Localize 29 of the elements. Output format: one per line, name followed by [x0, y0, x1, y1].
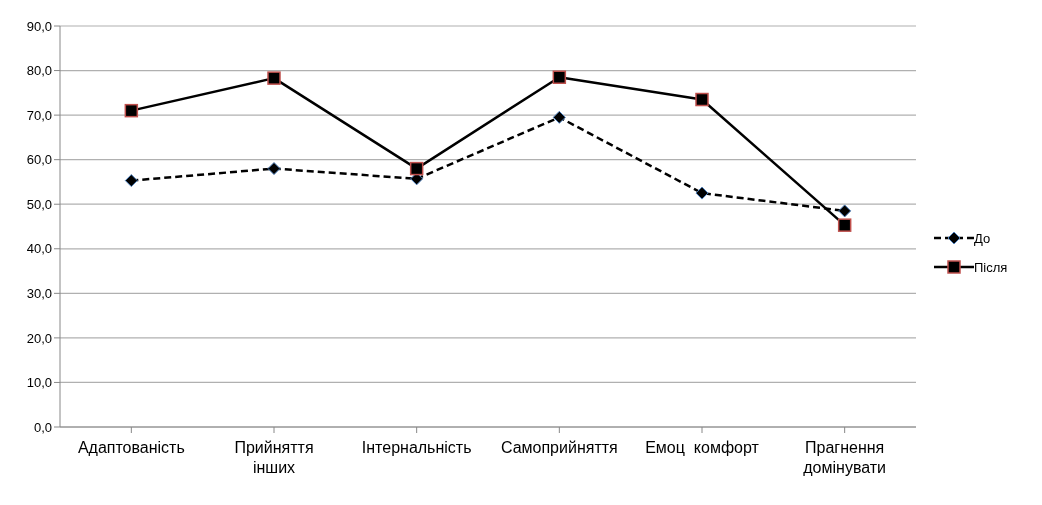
y-tick-label: 90,0: [26, 18, 52, 34]
y-tick-label: 0,0: [33, 419, 52, 435]
y-tick-label: 50,0: [26, 196, 52, 212]
y-tick-label: 30,0: [26, 285, 52, 301]
y-tick-label: 70,0: [26, 107, 52, 123]
point: [838, 204, 852, 218]
point: [409, 161, 424, 176]
point: [552, 70, 567, 84]
point: [124, 174, 138, 188]
legend-label: До: [974, 230, 991, 246]
point: [552, 110, 566, 124]
x-tick-label: Прийняття інших: [234, 439, 314, 476]
y-tick-label: 40,0: [26, 241, 52, 257]
y-tick-label: 20,0: [26, 330, 52, 346]
point: [837, 218, 852, 232]
y-tick-label: 10,0: [26, 375, 52, 391]
y-tick-label: 80,0: [26, 63, 52, 79]
x-tick-label: Адаптованість: [77, 439, 185, 456]
point: [124, 103, 139, 118]
x-tick-label: Інтернальність: [361, 439, 472, 456]
x-tick-label: Прагнення домінувати: [803, 439, 887, 476]
y-tick-label: 60,0: [26, 152, 52, 168]
point: [695, 92, 709, 107]
legend-label: Після: [974, 259, 1008, 275]
point: [267, 71, 281, 85]
point: [267, 162, 281, 176]
x-tick-label: Самоприйняття: [500, 439, 618, 456]
point: [695, 186, 709, 200]
x-tick-label: Емоц комфорт: [645, 439, 760, 456]
